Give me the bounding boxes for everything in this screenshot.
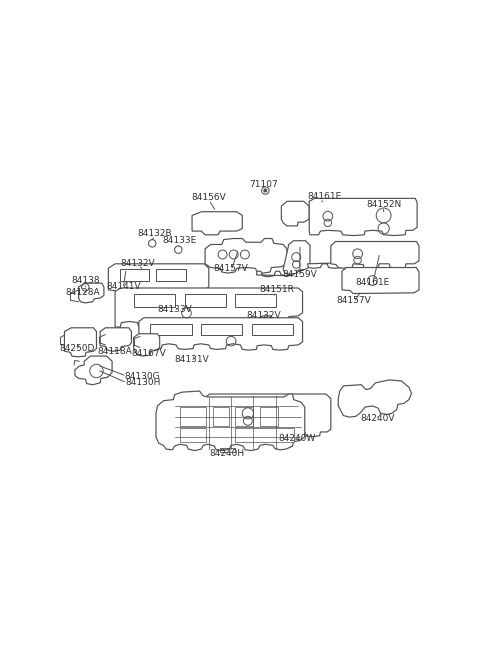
Polygon shape [309,198,417,236]
Text: 84132V: 84132V [247,311,281,320]
Text: 84132B: 84132B [138,229,172,238]
Text: 84240H: 84240H [209,449,244,458]
Text: 71107: 71107 [250,180,278,189]
Text: 84240V: 84240V [361,414,396,422]
Polygon shape [256,244,305,277]
Polygon shape [180,407,206,426]
Text: 84141V: 84141V [106,282,141,291]
Polygon shape [252,324,292,335]
Polygon shape [156,391,305,451]
Polygon shape [115,288,302,329]
Text: 84161E: 84161E [307,192,341,200]
Polygon shape [185,293,226,307]
Text: 84157V: 84157V [214,264,249,272]
Text: 84130H: 84130H [125,379,160,387]
Polygon shape [75,356,112,384]
Text: 84131V: 84131V [175,355,209,364]
Polygon shape [342,267,419,293]
Polygon shape [235,293,276,307]
Text: 84118A: 84118A [98,348,132,356]
Polygon shape [134,293,175,307]
Polygon shape [120,269,148,280]
Polygon shape [281,201,309,226]
Polygon shape [139,318,302,350]
Polygon shape [192,212,242,234]
Text: 84130G: 84130G [125,371,160,381]
Text: 84157V: 84157V [336,296,371,305]
Polygon shape [283,241,310,274]
Text: 84240W: 84240W [279,434,316,443]
Polygon shape [108,264,209,295]
Polygon shape [331,242,419,269]
Text: 84151R: 84151R [259,286,294,294]
Polygon shape [79,283,104,303]
Polygon shape [260,407,277,426]
Polygon shape [213,407,229,426]
Polygon shape [235,428,294,442]
Polygon shape [338,380,411,417]
Polygon shape [180,428,206,442]
Text: 84161E: 84161E [355,278,390,287]
Text: 84138: 84138 [71,276,100,286]
Polygon shape [100,328,132,351]
Polygon shape [202,324,242,335]
Polygon shape [150,324,192,335]
Polygon shape [204,394,331,437]
Polygon shape [64,328,96,357]
Text: 84167V: 84167V [131,348,166,358]
Text: 84152N: 84152N [366,200,401,209]
Polygon shape [307,245,352,269]
Polygon shape [235,407,253,426]
Polygon shape [133,334,160,356]
Text: 84128A: 84128A [65,288,100,297]
Polygon shape [205,238,287,273]
Text: 84156V: 84156V [192,193,226,202]
Circle shape [264,189,267,192]
Text: 84132V: 84132V [121,259,156,268]
Polygon shape [156,269,186,280]
Text: 84250D: 84250D [59,344,95,353]
Text: 84159V: 84159V [283,271,317,280]
Text: 84133E: 84133E [162,236,196,245]
Text: 84133V: 84133V [157,305,192,314]
